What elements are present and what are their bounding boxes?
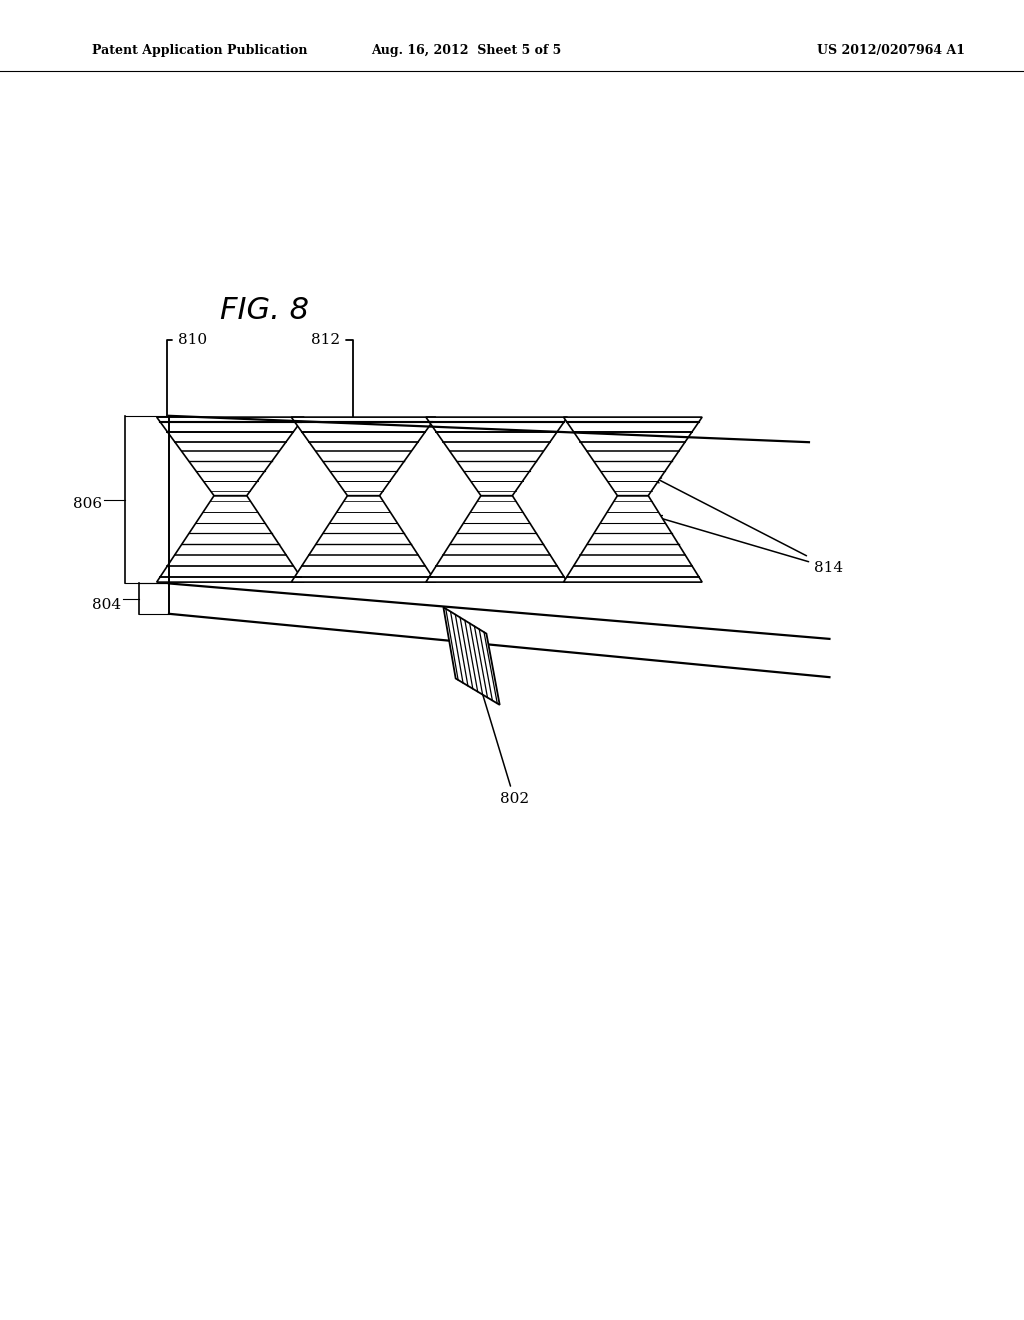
Text: US 2012/0207964 A1: US 2012/0207964 A1	[817, 44, 965, 57]
Polygon shape	[291, 495, 436, 582]
Text: 802: 802	[472, 659, 528, 805]
Polygon shape	[426, 417, 567, 495]
Text: 810: 810	[167, 333, 207, 421]
Polygon shape	[443, 607, 500, 705]
Text: 804: 804	[92, 598, 121, 611]
Polygon shape	[157, 495, 304, 582]
Text: Aug. 16, 2012  Sheet 5 of 5: Aug. 16, 2012 Sheet 5 of 5	[371, 44, 561, 57]
Text: Patent Application Publication: Patent Application Publication	[92, 44, 307, 57]
Polygon shape	[563, 495, 702, 582]
Text: FIG. 8: FIG. 8	[220, 296, 309, 325]
Polygon shape	[291, 417, 436, 495]
Polygon shape	[563, 417, 702, 495]
Text: 812: 812	[311, 333, 353, 418]
Polygon shape	[426, 495, 567, 582]
Text: 814: 814	[655, 516, 843, 574]
Polygon shape	[157, 417, 304, 495]
Text: 806: 806	[74, 498, 102, 511]
